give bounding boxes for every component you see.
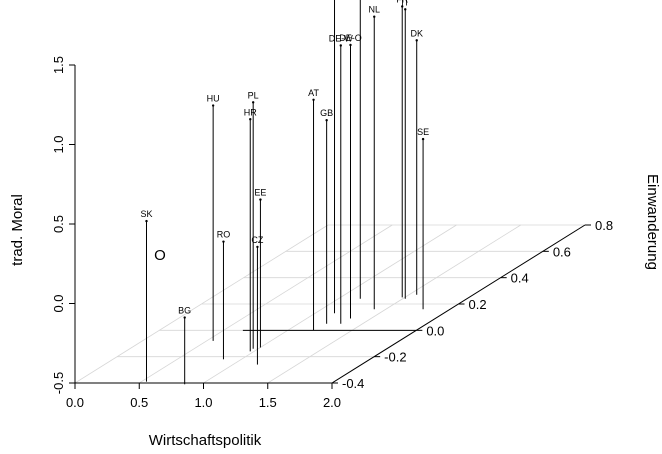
- y-tick-label: -0.5: [51, 372, 66, 394]
- data-label: DE-O: [339, 33, 362, 43]
- data-stems: [145, 0, 425, 385]
- data-label: DE-W: [329, 34, 353, 44]
- data-point: [145, 219, 148, 223]
- data-labels: SKHUBGROHRPLEECZATGBESGRDE-WDE-ONLFRITDK…: [140, 0, 429, 316]
- data-point: [256, 245, 259, 249]
- data-label: SE: [417, 127, 429, 137]
- x-axis-title: Wirtschaftspolitik: [149, 432, 262, 449]
- z-tick-label: 0.0: [426, 323, 444, 338]
- data-point: [404, 8, 407, 11]
- axes: [69, 64, 591, 389]
- z-tick-label: 0.2: [469, 297, 487, 312]
- origin-marker: O: [154, 247, 166, 264]
- y-tick-label: 1.5: [51, 56, 66, 74]
- data-label: SK: [140, 209, 152, 219]
- y-tick-label: 0.5: [51, 215, 66, 233]
- z-tick-label: -0.2: [384, 350, 406, 365]
- z-tick-label: 0.6: [553, 244, 571, 259]
- data-point: [222, 240, 225, 243]
- data-point: [373, 15, 376, 18]
- data-point: [415, 39, 418, 42]
- x-tick-label: 0.0: [66, 395, 84, 410]
- data-label: BG: [178, 306, 191, 316]
- data-label: CZ: [251, 235, 263, 245]
- data-label: GB: [320, 108, 333, 118]
- data-point: [251, 101, 255, 104]
- data-point: [312, 98, 315, 101]
- data-label: HU: [207, 94, 220, 104]
- x-tick-label: 1.0: [194, 395, 212, 410]
- data-label: HR: [244, 107, 257, 117]
- data-point: [249, 118, 252, 121]
- x-tick-label: 2.0: [323, 395, 341, 410]
- z-tick-label: 0.4: [511, 271, 529, 286]
- y-tick-label: 1.0: [51, 135, 66, 153]
- x-tick-label: 1.5: [259, 395, 277, 410]
- floor-grid: [74, 224, 586, 384]
- data-point: [325, 119, 328, 122]
- data-label: EE: [254, 188, 266, 198]
- data-label: DK: [410, 28, 423, 38]
- z-tick-label: -0.4: [342, 376, 364, 391]
- data-label: PL: [248, 90, 259, 100]
- data-label: AT: [308, 88, 319, 98]
- data-label: RO: [217, 230, 231, 240]
- x-tick-label: 0.5: [130, 395, 148, 410]
- data-point: [349, 43, 352, 47]
- data-point: [401, 5, 404, 8]
- y-tick-label: 0.0: [51, 294, 66, 312]
- tick-labels: 0.0 0.5 1.0 1.5 2.0-0.50.00.51.01.5-0.4-0.20…: [51, 56, 613, 410]
- data-label: FR: [396, 0, 408, 4]
- data-point: [259, 198, 262, 201]
- data-point: [421, 137, 425, 141]
- data-point: [339, 44, 342, 47]
- data-label: IT: [401, 0, 410, 7]
- data-point: [211, 104, 215, 107]
- data-label: NL: [368, 5, 380, 15]
- z-axis-title: Einwanderung: [644, 174, 661, 270]
- data-point: [183, 316, 186, 319]
- y-axis-title: trad. Moral: [9, 194, 26, 266]
- z-tick-label: 0.8: [595, 218, 613, 233]
